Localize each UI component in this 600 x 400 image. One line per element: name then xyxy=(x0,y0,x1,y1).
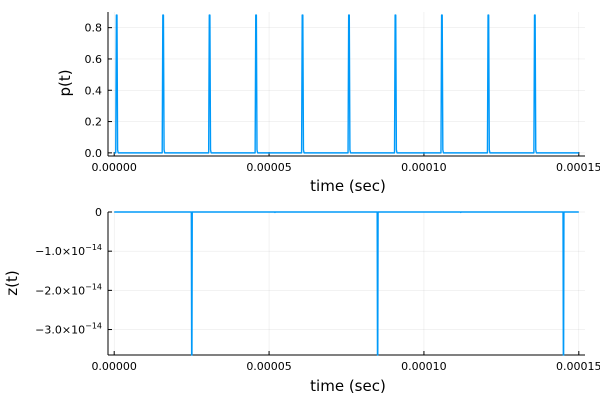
series-line xyxy=(114,14,579,154)
y-ticks-bottom: 0 −1.0×10−14 −2.0×10−14 −3.0×10−14 xyxy=(35,206,112,337)
x-tick-label: 0.00000 xyxy=(91,161,137,174)
x-axis-label-top: time (sec) xyxy=(310,177,386,195)
series-line xyxy=(114,211,579,356)
y-tick-label: 0.6 xyxy=(85,53,103,66)
y-tick-label: 0.2 xyxy=(85,116,103,129)
x-tick-label: 0.00010 xyxy=(401,360,447,373)
y-tick-label: −3.0×10−14 xyxy=(35,322,102,337)
y-tick-label: −1.0×10−14 xyxy=(35,243,102,258)
axes-top xyxy=(107,12,585,157)
x-tick-label: 0.00000 xyxy=(91,360,137,373)
series-bottom xyxy=(114,211,579,356)
x-tick-label: 0.00010 xyxy=(401,161,447,174)
axes-bottom xyxy=(107,212,585,356)
y-axis-label-top: p(t) xyxy=(56,69,74,96)
subplot-p-of-t: 0.00000 0.00005 0.00010 0.00015 0.00.20.40.… xyxy=(56,12,600,195)
x-tick-label: 0.00015 xyxy=(556,360,600,373)
y-tick-label: −2.0×10−14 xyxy=(35,282,102,297)
x-ticks-bottom: 0.00000 0.00005 0.00010 0.00015 xyxy=(91,351,600,373)
grid-top xyxy=(108,12,585,156)
y-tick-label: 0 xyxy=(95,206,102,219)
series-top xyxy=(114,14,579,154)
y-tick-label: 0.4 xyxy=(85,84,103,97)
y-axis-label-bottom: z(t) xyxy=(3,270,21,295)
x-tick-label: 0.00005 xyxy=(246,360,292,373)
y-tick-label: 0.0 xyxy=(85,147,103,160)
y-ticks-top: 0.0 0.2 0.4 0.6 0.8 xyxy=(85,22,112,160)
x-axis-label-bottom: time (sec) xyxy=(310,377,386,395)
y-tick-label: 0.8 xyxy=(85,22,103,35)
x-tick-label: 0.00015 xyxy=(556,161,600,174)
subplot-z-of-t: 0.00000 0.00005 0.00010 0.00015 0 −1.0×10−14… xyxy=(3,206,600,395)
x-tick-label: 0.00005 xyxy=(246,161,292,174)
